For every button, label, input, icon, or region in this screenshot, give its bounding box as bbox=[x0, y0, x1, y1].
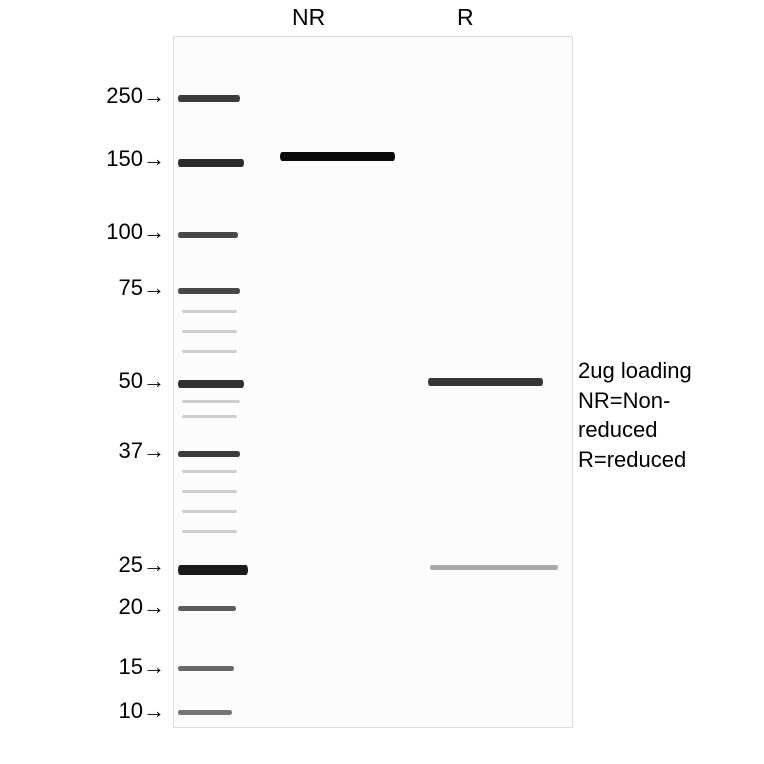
ladder-faint-band bbox=[182, 350, 237, 353]
annotation-line: 2ug loading bbox=[578, 356, 753, 386]
mw-label-100: 100→ bbox=[95, 219, 165, 245]
ladder-faint-band bbox=[182, 310, 237, 313]
mw-label-37: 37→ bbox=[95, 438, 165, 464]
lane-label-r: R bbox=[457, 4, 474, 31]
mw-label-10: 10→ bbox=[95, 698, 165, 724]
ladder-band-100 bbox=[178, 232, 238, 238]
r-band bbox=[428, 378, 543, 386]
ladder-faint-band bbox=[182, 510, 237, 513]
ladder-band-20 bbox=[178, 606, 236, 611]
ladder-band-37 bbox=[178, 451, 240, 457]
ladder-faint-band bbox=[182, 530, 237, 533]
ladder-band-50 bbox=[178, 380, 244, 388]
ladder-band-150 bbox=[178, 159, 244, 167]
mw-label-250: 250→ bbox=[95, 83, 165, 109]
mw-label-75: 75→ bbox=[95, 275, 165, 301]
mw-label-25: 25→ bbox=[95, 552, 165, 578]
ladder-faint-band bbox=[182, 490, 237, 493]
mw-label-15: 15→ bbox=[95, 654, 165, 680]
mw-label-150: 150→ bbox=[95, 146, 165, 172]
ladder-band-25 bbox=[178, 565, 248, 575]
lane-label-nr: NR bbox=[292, 4, 325, 31]
gel-figure: NR R 250→ 150→ 100→ 75→ 50→ 37→ 25→ 20→ 15→ 10→ 2… bbox=[0, 0, 764, 764]
nr-band bbox=[280, 152, 395, 161]
ladder-faint-band bbox=[182, 470, 237, 473]
ladder-band-10 bbox=[178, 710, 232, 715]
annotation-line: R=reduced bbox=[578, 445, 753, 475]
annotation-text: 2ug loadingNR=Non-reducedR=reduced bbox=[578, 356, 753, 475]
mw-label-20: 20→ bbox=[95, 594, 165, 620]
ladder-band-250 bbox=[178, 95, 240, 102]
ladder-band-15 bbox=[178, 666, 234, 671]
r-band bbox=[430, 565, 558, 570]
annotation-line: reduced bbox=[578, 415, 753, 445]
annotation-line: NR=Non- bbox=[578, 386, 753, 416]
ladder-faint-band bbox=[182, 400, 240, 403]
ladder-faint-band bbox=[182, 415, 237, 418]
ladder-band-75 bbox=[178, 288, 240, 294]
ladder-faint-band bbox=[182, 330, 237, 333]
mw-label-50: 50→ bbox=[95, 368, 165, 394]
